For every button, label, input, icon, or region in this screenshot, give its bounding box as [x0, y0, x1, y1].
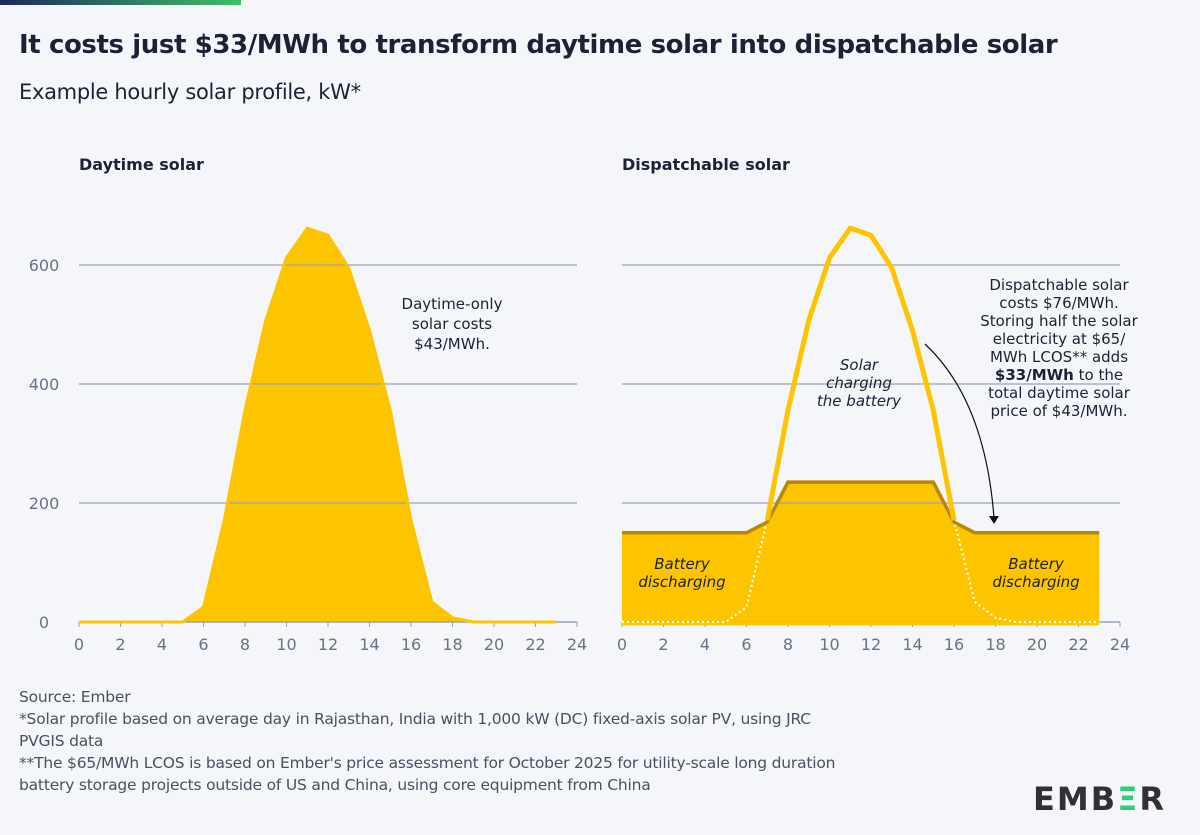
x-tick-label: 12: [861, 635, 881, 654]
arrow-head: [989, 516, 999, 524]
x-tick-label: 8: [783, 635, 793, 654]
x-tick-label: 10: [819, 635, 839, 654]
chart-title: It costs just $33/MWh to transform dayti…: [19, 30, 1058, 60]
solar-line: [79, 226, 557, 624]
solar-charging-line: [764, 225, 957, 521]
cost-note: costs $76/MWh.: [999, 294, 1118, 312]
footnote-1: *Solar profile based on average day in R…: [19, 710, 811, 728]
dispatchable-line: [622, 480, 1100, 535]
x-tick-label: 6: [741, 635, 751, 654]
cost-note: electricity at $65/: [993, 330, 1127, 348]
chart-subtitle: Example hourly solar profile, kW*: [19, 80, 361, 104]
x-tick-label: 16: [401, 635, 421, 654]
charging-label: the battery: [817, 392, 902, 410]
dispatchable-area: [622, 482, 1100, 622]
x-tick-label: 24: [567, 635, 587, 654]
daytime-cost-annotation: Daytime-only: [402, 295, 503, 313]
ember-logo: EMBΞR: [1033, 780, 1166, 818]
x-tick-label: 12: [318, 635, 338, 654]
y-tick-label: 600: [29, 256, 60, 275]
footnote-2: **The $65/MWh LCOS is based on Ember's p…: [19, 754, 836, 772]
source-note: Source: Ember: [19, 688, 131, 706]
axis-cover: [622, 621, 1100, 626]
daytime-cost-annotation: $43/MWh.: [414, 335, 490, 353]
x-tick-label: 14: [902, 635, 922, 654]
x-tick-label: 18: [442, 635, 462, 654]
x-tick-label: 8: [240, 635, 250, 654]
bold-cost-after: to the: [1074, 366, 1123, 384]
cost-note: Dispatchable solar: [989, 276, 1129, 294]
y-tick-label: 0: [39, 613, 49, 632]
solar-area: [79, 228, 557, 623]
x-tick-label: 22: [525, 635, 545, 654]
discharging-label-left: Battery: [654, 555, 711, 573]
x-tick-label: 0: [74, 635, 84, 654]
x-tick-label: 0: [617, 635, 627, 654]
x-tick-label: 10: [276, 635, 296, 654]
x-tick-label: 16: [944, 635, 964, 654]
x-tick-label: 4: [700, 635, 710, 654]
bold-cost: $33/MWh: [995, 366, 1074, 384]
y-tick-label: 200: [29, 494, 60, 513]
charging-label: charging: [826, 374, 892, 392]
x-tick-label: 2: [115, 635, 125, 654]
x-tick-label: 22: [1068, 635, 1088, 654]
x-tick-label: 24: [1110, 635, 1130, 654]
charging-label: Solar: [840, 356, 879, 374]
y-tick-label: 400: [29, 375, 60, 394]
cost-note: total daytime solar: [988, 384, 1131, 402]
discharging-label-right: discharging: [992, 573, 1079, 591]
daytime-cost-annotation: solar costs: [412, 315, 492, 333]
brand-bar: [0, 0, 241, 5]
panel-title-dispatchable: Dispatchable solar: [622, 155, 790, 174]
cost-note: Storing half the solar: [980, 312, 1138, 330]
x-tick-label: 4: [157, 635, 167, 654]
cost-note: MWh LCOS** adds: [990, 348, 1128, 366]
x-tick-label: 18: [985, 635, 1005, 654]
x-tick-label: 6: [198, 635, 208, 654]
panel-title-daytime: Daytime solar: [79, 155, 204, 174]
x-tick-label: 14: [359, 635, 379, 654]
x-tick-label: 20: [484, 635, 504, 654]
discharging-label-left: discharging: [638, 573, 725, 591]
cost-note: price of $43/MWh.: [990, 402, 1127, 420]
x-tick-label: 2: [658, 635, 668, 654]
footnote-1b: PVGIS data: [19, 732, 104, 750]
x-tick-label: 20: [1027, 635, 1047, 654]
discharging-label-right: Battery: [1008, 555, 1065, 573]
footnote-2b: battery storage projects outside of US a…: [19, 776, 651, 794]
cost-note-bold-line: $33/MWh to the: [995, 366, 1123, 384]
annotation-arrow: [924, 343, 995, 519]
